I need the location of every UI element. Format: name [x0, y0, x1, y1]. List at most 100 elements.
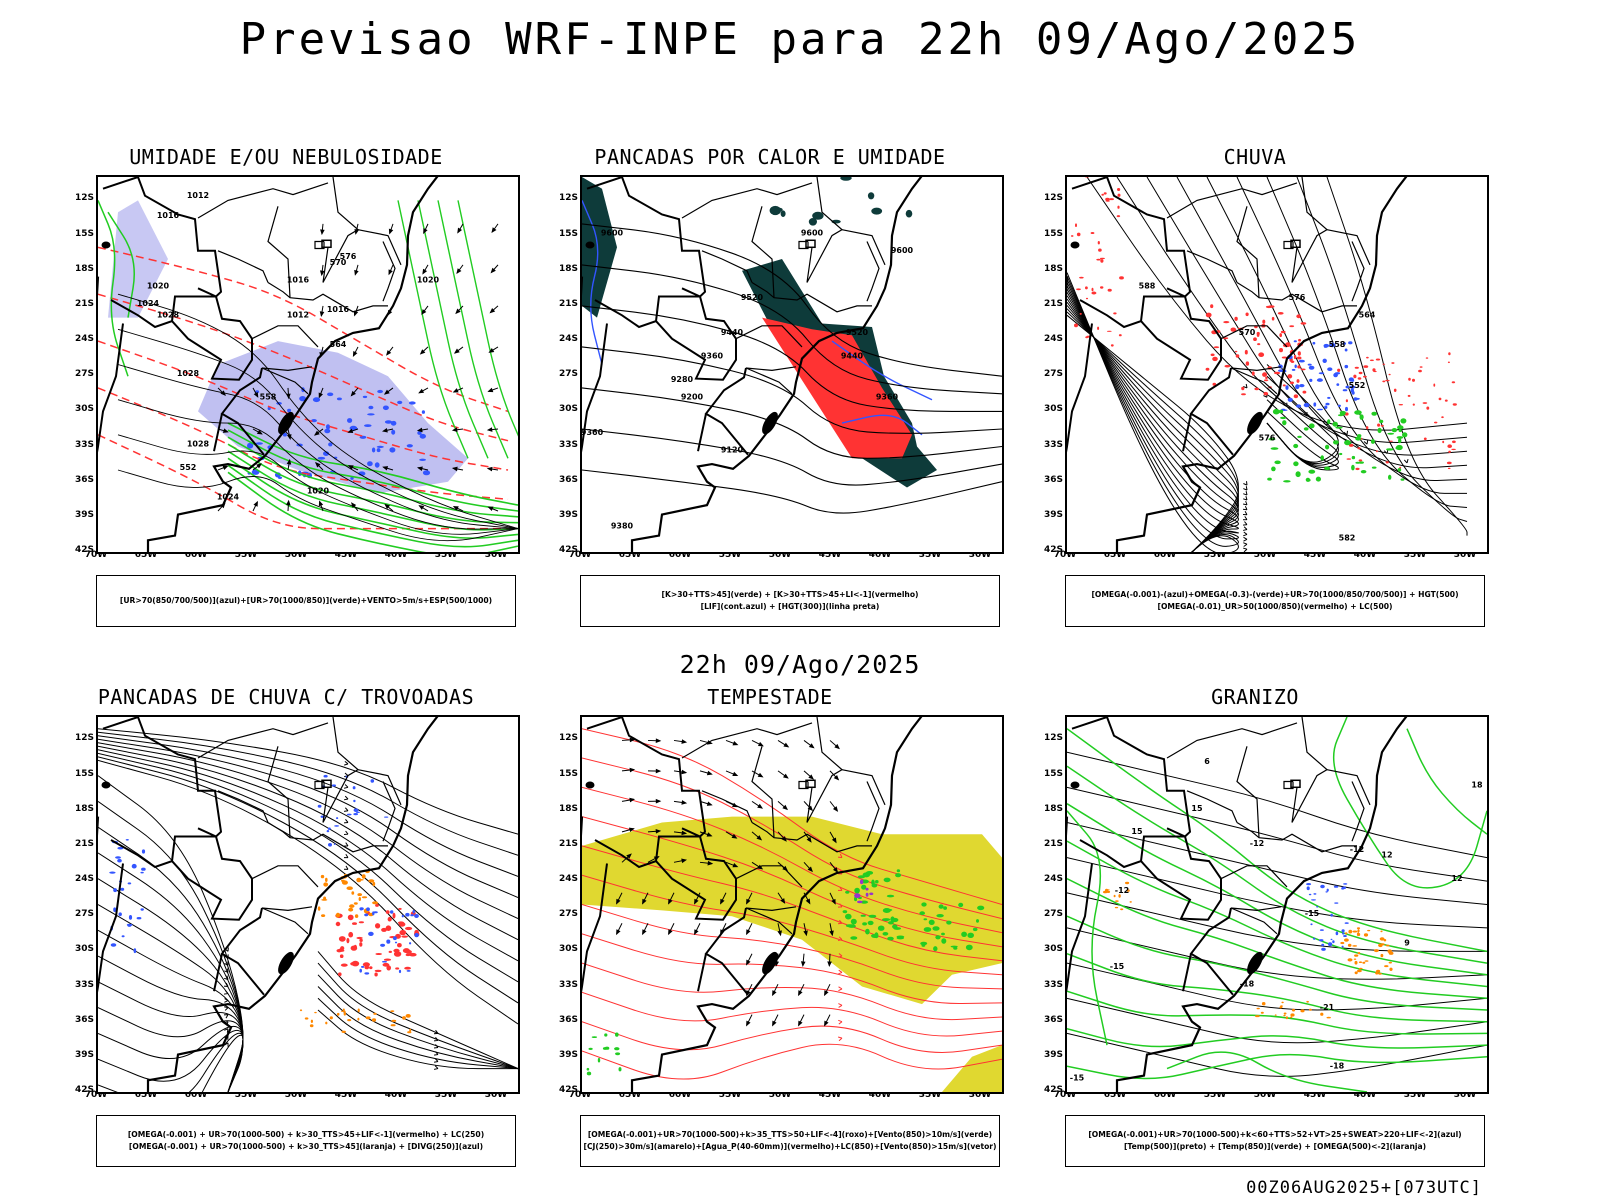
- divergence-blue: [380, 943, 386, 947]
- precip-red: [1372, 368, 1376, 372]
- country-border: [697, 413, 707, 452]
- country-border: [220, 907, 265, 996]
- strong-wind: [943, 906, 947, 910]
- precip-green: [1344, 440, 1351, 446]
- streamline: [1067, 810, 1108, 1046]
- precip-green: [1354, 410, 1362, 415]
- thunderstorm-orange: [357, 1008, 360, 1013]
- lat-tick-label: 12S: [558, 733, 578, 744]
- coastline: [1115, 177, 1408, 552]
- state-border: [322, 717, 360, 823]
- thunderstorm-orange: [314, 1011, 317, 1014]
- precip-red: [1448, 352, 1451, 356]
- vector-head: [706, 832, 713, 837]
- map-frame: [580, 715, 1004, 1094]
- divergence-blue: [346, 813, 352, 816]
- streamline: [117, 399, 518, 530]
- country-border: [1140, 836, 1222, 921]
- high-humidity: [421, 410, 425, 414]
- flow-arrow: [224, 961, 229, 966]
- precip-green: [1397, 425, 1404, 430]
- omega-orange: [1120, 908, 1124, 911]
- flow-arrow: [343, 853, 349, 859]
- precip-red: [1271, 316, 1275, 321]
- omega-orange: [1352, 930, 1358, 933]
- federal-district: [1290, 779, 1301, 789]
- precip-red: [1262, 319, 1266, 324]
- streamline: [227, 422, 518, 506]
- omega-orange: [1380, 930, 1383, 933]
- precip-red: [1407, 394, 1411, 397]
- precip-blue: [1303, 403, 1310, 408]
- streamline: [1296, 177, 1468, 522]
- vector-head: [832, 867, 839, 873]
- streamline: [582, 933, 1002, 1005]
- contour-label: 1016: [327, 305, 350, 314]
- country-border: [171, 836, 253, 921]
- lat-tick-label: 24S: [74, 874, 94, 885]
- strong-wind: [871, 879, 875, 886]
- high-humidity: [408, 401, 416, 405]
- panel-title: TEMPESTADE: [707, 685, 833, 709]
- state-border: [1166, 182, 1298, 219]
- thunderstorm-orange: [348, 907, 354, 912]
- divergence-blue: [386, 939, 391, 944]
- contour-label: 1012: [287, 311, 309, 320]
- contour-label: 1020: [147, 281, 170, 290]
- lon-tick-label: 70W: [568, 1090, 592, 1100]
- state-border: [745, 907, 793, 935]
- lat-tick-label: 18S: [74, 263, 94, 274]
- vector-head: [383, 389, 390, 395]
- precip-red: [1101, 193, 1104, 196]
- precip-blue: [1348, 377, 1354, 382]
- legend-line: [K>30+TTS>45](verde) + [K>30+TTS>45+LI<-…: [661, 590, 919, 599]
- lat-tick-label: 27S: [74, 909, 94, 920]
- state-border: [261, 906, 313, 912]
- thunderstorm-red: [388, 950, 392, 953]
- precip-green: [1398, 438, 1402, 444]
- streamline: [98, 1029, 244, 1092]
- flow-arrow: [1343, 430, 1349, 436]
- thunderstorm-orange: [310, 1019, 313, 1023]
- hail-blue: [1342, 932, 1345, 935]
- divergence-blue: [401, 914, 404, 918]
- lake: [762, 411, 778, 435]
- omega-orange: [1389, 967, 1393, 971]
- precip-red: [1353, 374, 1357, 379]
- precip-red: [1245, 312, 1249, 317]
- state-border: [1220, 865, 1288, 888]
- lat-tick-label: 30S: [558, 404, 578, 415]
- divergence-blue: [127, 923, 132, 927]
- vector-head: [757, 772, 764, 778]
- lon-tick-label: 65W: [134, 1090, 158, 1100]
- streamline: [1067, 962, 1487, 1011]
- lon-tick-label: 30W: [1453, 550, 1477, 560]
- precip-red: [1113, 312, 1117, 315]
- streamline: [1067, 822, 1487, 905]
- country-border: [98, 863, 124, 993]
- state-border: [841, 229, 886, 266]
- omega-orange: [1129, 901, 1132, 903]
- omega-orange: [1347, 943, 1352, 947]
- country-border: [1182, 413, 1192, 452]
- high-humidity: [350, 476, 354, 480]
- thunderstorm-orange: [361, 874, 366, 879]
- thunderstorm-red: [336, 949, 342, 953]
- country-border: [1166, 827, 1186, 838]
- precip-green: [1309, 423, 1315, 429]
- thunderstorm-red: [338, 972, 342, 977]
- precip-green: [1359, 414, 1364, 420]
- lat-tick-label: 18S: [558, 803, 578, 814]
- thunderstorm-red: [340, 963, 348, 967]
- divergence-blue: [133, 948, 137, 954]
- precip-blue: [1313, 402, 1317, 407]
- precip-red: [1116, 215, 1121, 218]
- high-humidity: [422, 470, 431, 476]
- hail-blue: [1325, 891, 1328, 893]
- precip-red: [1423, 437, 1427, 441]
- country-border: [582, 323, 608, 453]
- precip-red: [1268, 305, 1275, 308]
- precip-red: [1251, 371, 1255, 376]
- state-border: [798, 240, 809, 250]
- hail-blue: [1311, 899, 1316, 901]
